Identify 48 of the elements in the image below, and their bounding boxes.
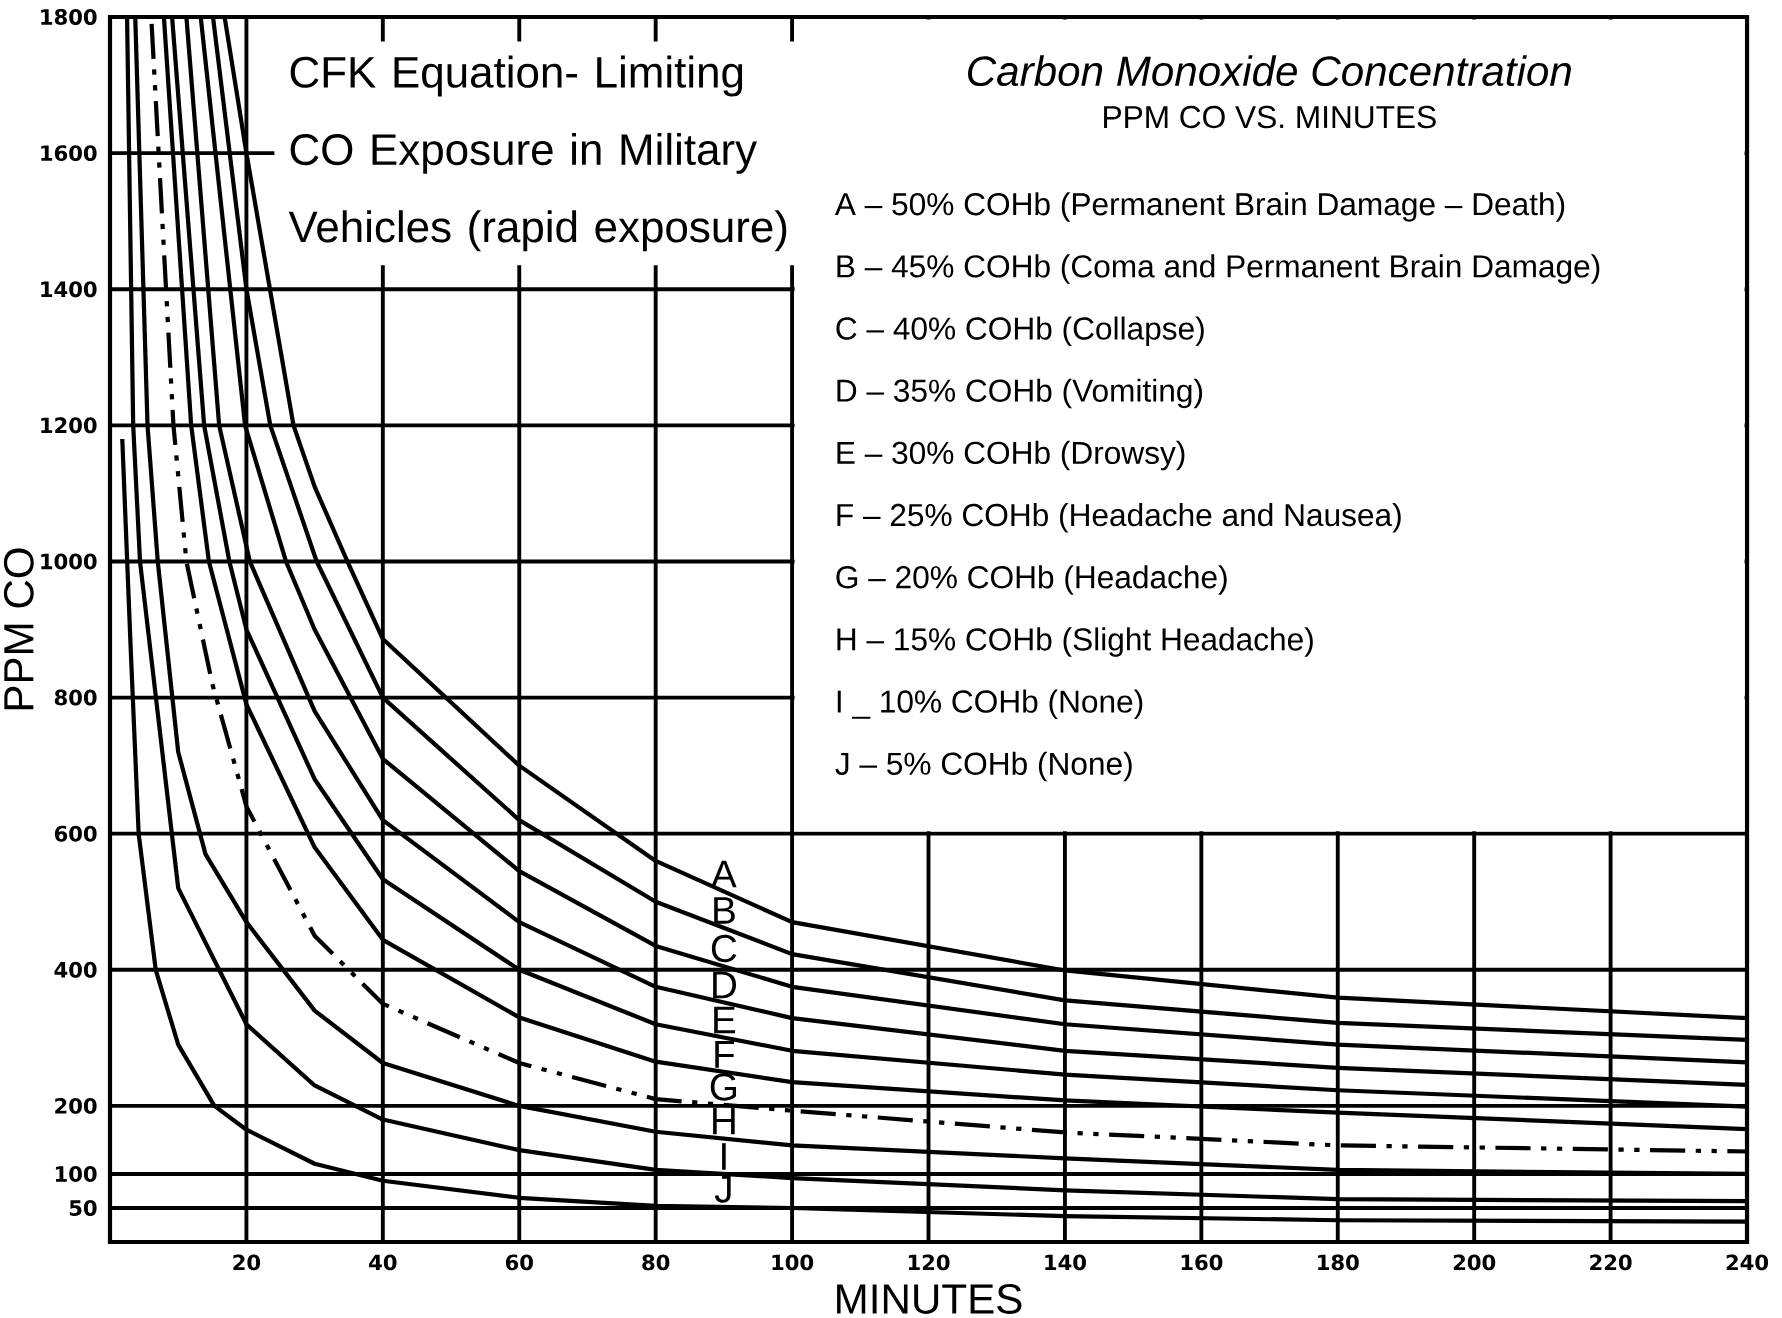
- y-tick-label: 1200: [41, 417, 97, 434]
- y-tick-label: 1600: [41, 145, 97, 162]
- y-tick-label: 1800: [41, 9, 97, 25]
- annotation: H – 15% COHb (Slight Headache): [837, 627, 1313, 657]
- series-label: J: [714, 1175, 731, 1203]
- annotation: B – 45% COHb (Coma and Permanent Brain Damage): [837, 254, 1600, 284]
- series-label: H: [713, 1107, 735, 1135]
- x-tick-label: 80: [642, 1254, 670, 1271]
- text: Carbon Monoxide Concentration: [968, 55, 1571, 87]
- x-axis-title: MINUTES: [837, 1284, 1022, 1314]
- y-tick-label: 1400: [41, 281, 97, 298]
- x-tick-label: 140: [1045, 1254, 1086, 1271]
- x-tick-label: 40: [369, 1254, 397, 1271]
- series-label: F: [715, 1041, 735, 1068]
- x-tick-label: 60: [505, 1254, 533, 1271]
- x-tick-label: 160: [1181, 1254, 1223, 1271]
- y-tick-label: 800: [54, 689, 97, 706]
- series-label: I: [722, 1143, 726, 1170]
- y-tick-label: 600: [54, 825, 97, 842]
- x-tick-label: 200: [1453, 1254, 1496, 1271]
- x-tick-label: 240: [1726, 1254, 1769, 1271]
- annotation: J – 5% COHb (None): [835, 751, 1132, 782]
- series-label: A: [711, 860, 737, 888]
- series-label: C: [711, 934, 737, 963]
- x-tick-label: 120: [908, 1254, 950, 1271]
- annotation: G – 20% COHb (Headache): [836, 565, 1227, 595]
- annotation: A – 50% COHb (Permanent Brain Damage – Death): [834, 192, 1565, 222]
- annotation: PPM CO VS. MINUTES: [1104, 105, 1436, 129]
- x-tick-label: 220: [1590, 1254, 1632, 1271]
- y-tick-label: 400: [54, 961, 97, 978]
- annotation: D – 35% COHb (Vomiting): [837, 378, 1203, 409]
- x-tick-label: 20: [233, 1254, 261, 1271]
- annotation: C – 40% COHb (Collapse): [836, 316, 1204, 346]
- series-label: G: [710, 1073, 737, 1101]
- series-label: E: [714, 1006, 736, 1034]
- series-label: B: [714, 897, 735, 924]
- y-tick-label: 200: [55, 1097, 97, 1114]
- annotation: E – 30% COHb (Drowsy): [837, 440, 1185, 471]
- annotation: I _ 10% COHb (None): [837, 689, 1143, 720]
- y-axis-title: PPM CO: [3, 548, 34, 710]
- x-tick-label: 180: [1318, 1254, 1359, 1271]
- x-tick-label: 100: [772, 1254, 814, 1271]
- series-label: D: [713, 971, 736, 999]
- y-tick-label: 1000: [41, 553, 97, 570]
- y-tick-label: 50: [69, 1200, 97, 1216]
- annotation: F – 25% COHb (Headache and Nausea): [837, 503, 1401, 533]
- y-tick-label: 100: [55, 1165, 97, 1182]
- text: CFK Equation- Limiting CO Exposure in Military Vehicles (rapid exposure): [288, 55, 787, 252]
